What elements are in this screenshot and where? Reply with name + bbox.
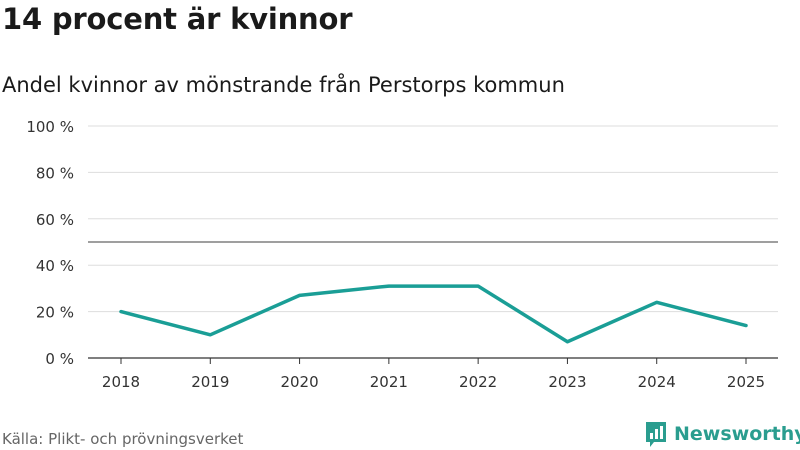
newsworthy-icon	[646, 422, 666, 447]
chart-subtitle: Andel kvinnor av mönstrande från Perstor…	[2, 73, 565, 97]
x-tick-label: 2020	[280, 373, 318, 391]
data-point	[655, 300, 659, 304]
x-tick-label: 2019	[191, 373, 229, 391]
data-point	[298, 293, 302, 297]
data-point	[476, 284, 480, 288]
brand-logo: Newsworthy	[644, 420, 800, 448]
brand-name: Newsworthy	[674, 423, 800, 445]
data-point	[119, 310, 123, 314]
x-tick-label: 2025	[727, 373, 765, 391]
x-tick-label: 2021	[370, 373, 408, 391]
y-tick-label: 0 %	[45, 350, 74, 368]
data-point	[565, 340, 569, 344]
source-note: Källa: Plikt- och prövningsverket	[2, 430, 244, 448]
series-line	[119, 284, 748, 344]
y-tick-label: 80 %	[36, 164, 74, 182]
y-tick-label: 100 %	[26, 118, 74, 136]
x-tick-label: 2018	[102, 373, 140, 391]
y-tick-label: 20 %	[36, 304, 74, 322]
x-tick-label: 2022	[459, 373, 497, 391]
data-point	[208, 333, 212, 337]
x-tick-label: 2023	[548, 373, 586, 391]
chart-title: 14 procent är kvinnor	[2, 2, 353, 36]
x-tick-label: 2024	[638, 373, 676, 391]
data-point	[744, 324, 748, 328]
y-tick-label: 40 %	[36, 257, 74, 275]
y-tick-label: 60 %	[36, 211, 74, 229]
data-point	[387, 284, 391, 288]
